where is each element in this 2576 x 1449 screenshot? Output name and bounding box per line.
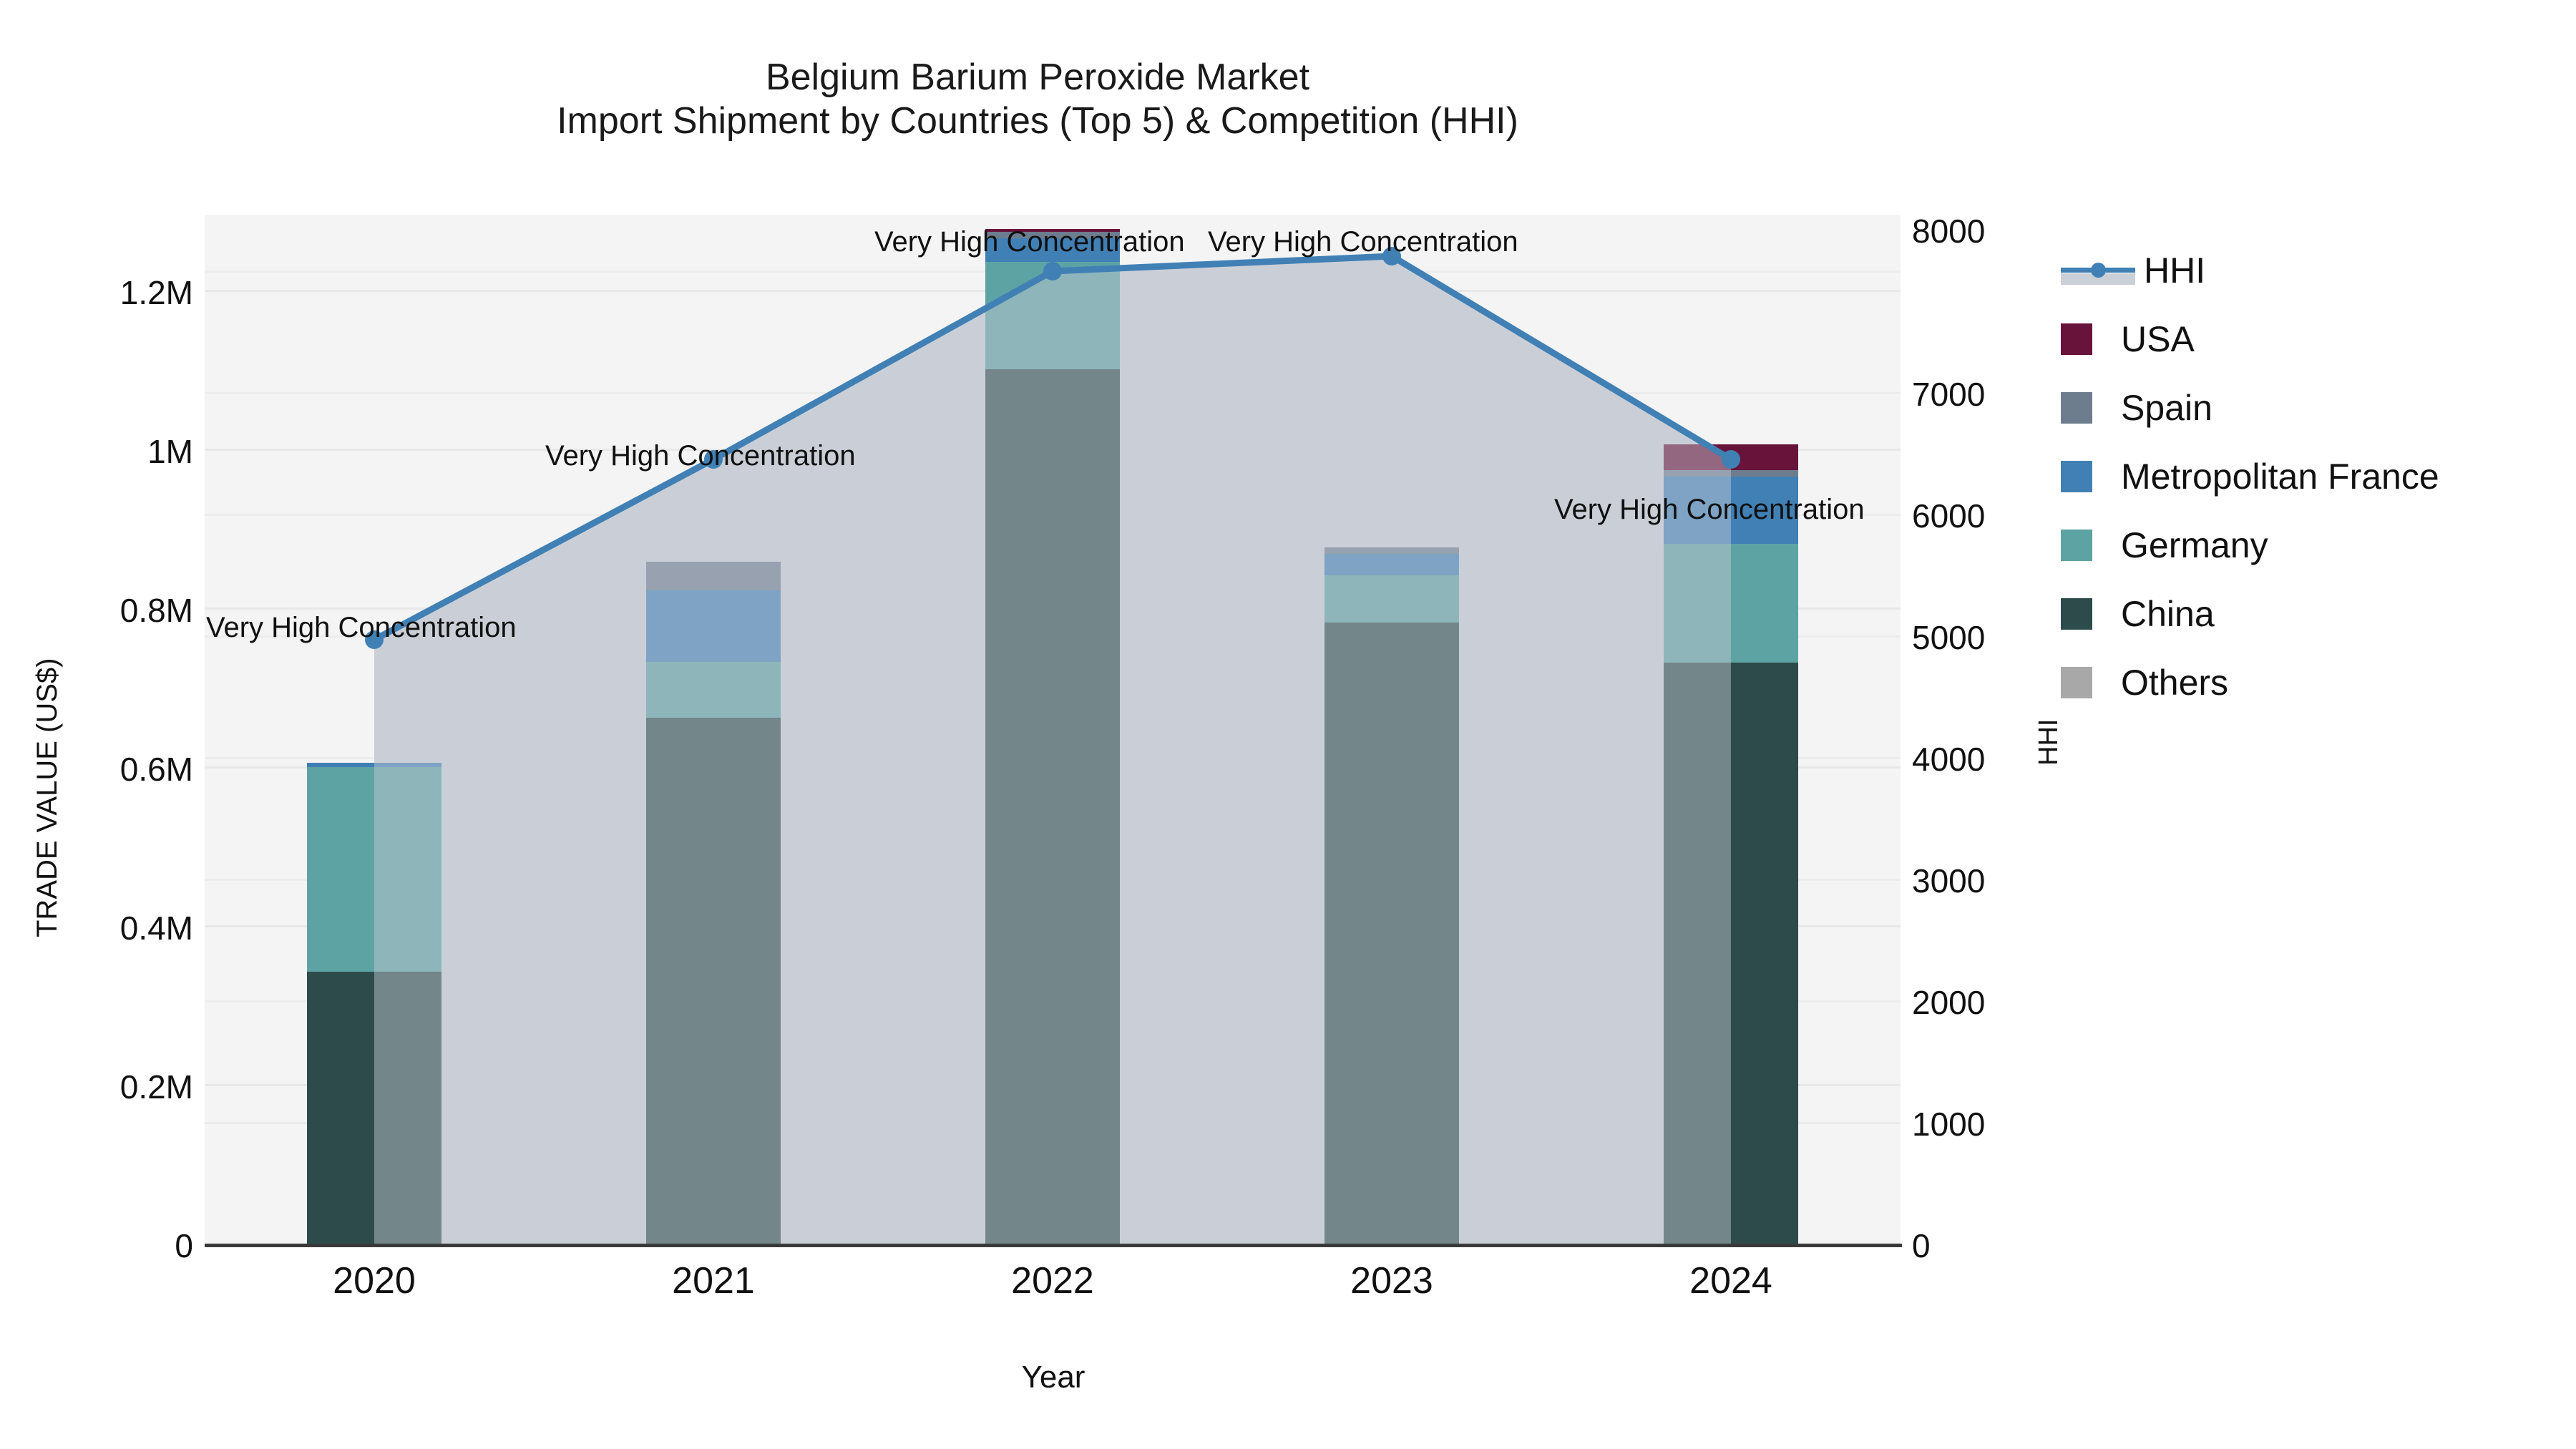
annotation-2020: Very High Concentration bbox=[206, 612, 517, 643]
x-axis-title: Year bbox=[1021, 1360, 1085, 1395]
legend-label-spain: Spain bbox=[2121, 388, 2212, 428]
y-axis-left-title: TRADE VALUE (US$) bbox=[31, 658, 63, 937]
chart-title-line-2: Import Shipment by Countries (Top 5) & C… bbox=[557, 100, 1518, 142]
bar-2022[interactable] bbox=[985, 229, 1120, 1245]
x-tick-2021: 2021 bbox=[672, 1260, 755, 1302]
x-tick-2024: 2024 bbox=[1689, 1260, 1772, 1302]
color-swatch-germany bbox=[2061, 530, 2092, 561]
color-swatch-others bbox=[2061, 667, 2092, 698]
x-tick-2023: 2023 bbox=[1350, 1260, 1433, 1302]
y-tick-right-6000: 6000 bbox=[1912, 497, 1986, 535]
legend-label-others: Others bbox=[2121, 663, 2229, 703]
legend-item-china[interactable]: China bbox=[2061, 580, 2562, 648]
bar-segment-china-2024[interactable] bbox=[1664, 663, 1798, 1245]
legend-item-hhi[interactable]: HHI bbox=[2061, 236, 2562, 305]
y-tick-right-4000: 4000 bbox=[1912, 741, 1986, 778]
y-tick-left-0: 0 bbox=[175, 1227, 193, 1264]
bar-segment-usa-2024[interactable] bbox=[1664, 444, 1798, 470]
color-swatch-spain bbox=[2061, 392, 2092, 424]
y-tick-right-7000: 7000 bbox=[1912, 376, 1986, 413]
y-tick-left-0.8M: 0.8M bbox=[119, 592, 193, 629]
legend-item-germany[interactable]: Germany bbox=[2061, 511, 2562, 580]
bar-segment-china-2021[interactable] bbox=[646, 718, 781, 1245]
y-tick-left-1.2M: 1.2M bbox=[119, 274, 193, 311]
y-tick-left-0.6M: 0.6M bbox=[119, 751, 193, 788]
bar-segment-spain-2021[interactable] bbox=[646, 562, 781, 590]
annotation-2024: Very High Concentration bbox=[1554, 494, 1865, 525]
hhi-line-icon bbox=[2061, 255, 2135, 286]
bar-segment-germany-2022[interactable] bbox=[985, 262, 1120, 369]
bar-segment-germany-2023[interactable] bbox=[1324, 575, 1459, 623]
legend-item-others[interactable]: Others bbox=[2061, 648, 2562, 717]
bar-segment-germany-2024[interactable] bbox=[1664, 544, 1798, 663]
bar-2020[interactable] bbox=[307, 763, 441, 1245]
bar-segment-france-2023[interactable] bbox=[1324, 554, 1459, 575]
bar-segment-usa-2022[interactable] bbox=[985, 229, 1120, 232]
bar-segment-spain-2023[interactable] bbox=[1324, 547, 1459, 554]
bar-segment-spain-2024[interactable] bbox=[1664, 470, 1798, 477]
bar-2023[interactable] bbox=[1324, 547, 1459, 1245]
bar-segment-china-2022[interactable] bbox=[985, 369, 1120, 1245]
legend-item-spain[interactable]: Spain bbox=[2061, 374, 2562, 442]
bar-segment-france-2021[interactable] bbox=[646, 590, 781, 662]
color-swatch-metropolitan-france bbox=[2061, 461, 2092, 492]
y-tick-right-1000: 1000 bbox=[1912, 1106, 1986, 1143]
x-tick-2022: 2022 bbox=[1011, 1260, 1094, 1302]
bar-2024[interactable] bbox=[1664, 444, 1798, 1245]
legend-label-china: China bbox=[2121, 594, 2215, 634]
y-tick-right-2000: 2000 bbox=[1912, 984, 1986, 1021]
bar-segment-spain-2022[interactable] bbox=[985, 232, 1120, 238]
bar-segment-germany-2020[interactable] bbox=[307, 767, 441, 972]
y-tick-left-0.4M: 0.4M bbox=[119, 909, 193, 947]
color-swatch-usa bbox=[2061, 323, 2092, 355]
y-tick-right-8000: 8000 bbox=[1912, 213, 1986, 250]
chart-title: Belgium Barium Peroxide Market Import Sh… bbox=[0, 56, 2075, 144]
legend-label-germany: Germany bbox=[2121, 525, 2268, 565]
y-tick-right-5000: 5000 bbox=[1912, 619, 1986, 656]
bar-segment-france-2020[interactable] bbox=[307, 763, 441, 767]
y-tick-left-1M: 1M bbox=[147, 433, 193, 470]
legend-item-usa[interactable]: USA bbox=[2061, 305, 2562, 374]
annotation-2021: Very High Concentration bbox=[545, 440, 856, 472]
bar-segment-china-2023[interactable] bbox=[1324, 623, 1459, 1245]
legend-item-metropolitan-france[interactable]: Metropolitan France bbox=[2061, 442, 2562, 511]
x-axis-spine bbox=[205, 1244, 1902, 1247]
annotation-2023: Very High Concentration bbox=[1208, 226, 1518, 258]
legend-label-hhi: HHI bbox=[2144, 250, 2206, 291]
annotation-2022: Very High Concentration bbox=[874, 226, 1185, 258]
y-tick-right-3000: 3000 bbox=[1912, 862, 1986, 899]
bar-segment-china-2020[interactable] bbox=[307, 972, 441, 1245]
bar-2021[interactable] bbox=[646, 562, 781, 1245]
legend: HHI USA Spain Metropolitan France German… bbox=[2061, 236, 2562, 717]
x-tick-2020: 2020 bbox=[333, 1260, 416, 1302]
legend-label-metropolitan-france: Metropolitan France bbox=[2121, 457, 2439, 497]
chart-title-line-1: Belgium Barium Peroxide Market bbox=[765, 57, 1310, 98]
y-tick-right-0: 0 bbox=[1912, 1227, 1931, 1264]
plot-area bbox=[205, 215, 1901, 1245]
color-swatch-china bbox=[2061, 598, 2092, 630]
y-tick-left-0.2M: 0.2M bbox=[119, 1068, 193, 1106]
legend-label-usa: USA bbox=[2121, 319, 2195, 359]
bar-segment-germany-2021[interactable] bbox=[646, 662, 781, 718]
